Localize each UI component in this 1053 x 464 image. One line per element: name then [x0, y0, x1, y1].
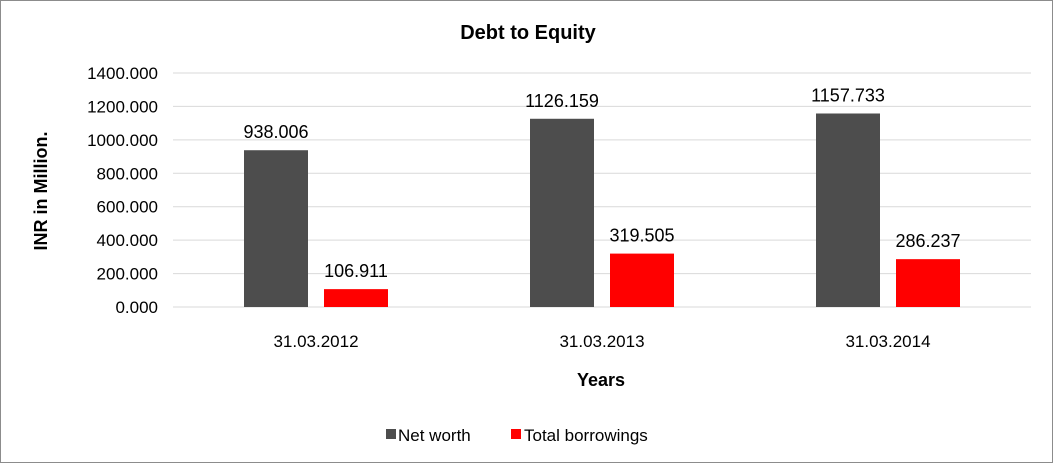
legend: Net worth Total borrowings — [386, 426, 648, 445]
y-axis-ticks: 0.000 200.000 400.000 600.000 800.000 1000.00… — [87, 64, 158, 317]
x-axis-title: Years — [577, 370, 625, 390]
bars — [244, 113, 960, 308]
x-axis-ticks: 31.03.2012 31.03.2013 31.03.2014 — [273, 332, 930, 351]
data-label: 286.237 — [895, 231, 960, 251]
legend-swatch — [386, 429, 396, 439]
y-tick-label: 1000.000 — [87, 131, 158, 150]
bar-total-borrowings — [896, 259, 960, 307]
data-label: 319.505 — [609, 226, 674, 246]
y-axis-title: INR in Million. — [31, 132, 51, 251]
data-labels: 938.006 106.911 1126.159 319.505 1157.733 286… — [243, 85, 960, 281]
bar-net-worth — [244, 150, 308, 307]
legend-label: Total borrowings — [524, 426, 648, 445]
y-tick-label: 800.000 — [97, 164, 158, 183]
x-tick-label: 31.03.2013 — [559, 332, 644, 351]
data-label: 1157.733 — [811, 85, 885, 105]
data-label: 1126.159 — [525, 91, 599, 111]
y-tick-label: 1200.000 — [87, 97, 158, 116]
x-tick-label: 31.03.2014 — [845, 332, 930, 351]
bar-total-borrowings — [324, 289, 388, 307]
legend-swatch — [511, 429, 521, 439]
data-label: 106.911 — [324, 261, 388, 281]
y-tick-label: 200.000 — [97, 265, 158, 284]
chart-title: Debt to Equity — [460, 22, 596, 44]
data-label: 938.006 — [243, 122, 308, 142]
x-tick-label: 31.03.2012 — [273, 332, 358, 351]
y-tick-label: 0.000 — [115, 298, 158, 317]
y-tick-label: 400.000 — [97, 231, 158, 250]
y-tick-label: 600.000 — [97, 198, 158, 217]
gridlines — [173, 72, 1031, 308]
legend-label: Net worth — [398, 426, 471, 445]
bar-total-borrowings — [610, 253, 674, 307]
bar-net-worth — [816, 113, 880, 308]
y-tick-label: 1400.000 — [87, 64, 158, 83]
bar-net-worth — [530, 118, 594, 307]
